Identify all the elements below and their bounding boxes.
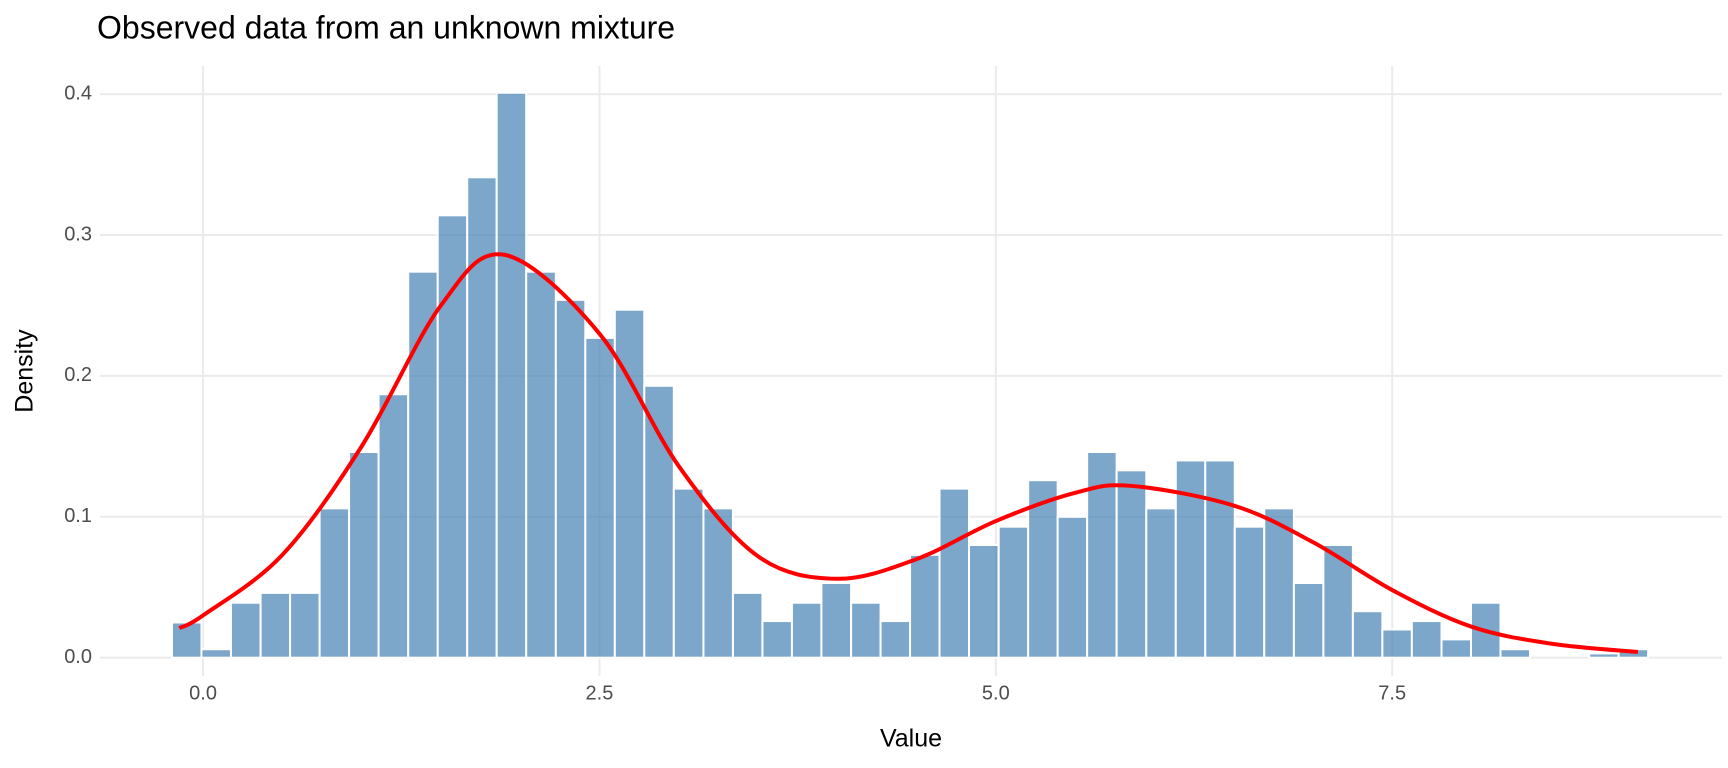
bar	[938, 487, 971, 659]
bar	[968, 543, 1000, 659]
bar	[1145, 507, 1177, 659]
bar	[1351, 610, 1384, 659]
y-tick-label: 0.1	[64, 505, 92, 527]
bar	[1086, 451, 1118, 659]
bar	[554, 298, 587, 659]
bar	[1204, 459, 1236, 659]
bar	[1499, 648, 1531, 659]
density-curve	[178, 252, 1639, 655]
bar	[850, 601, 882, 659]
bar	[1410, 620, 1443, 659]
bar	[200, 648, 232, 659]
bar	[1292, 582, 1325, 659]
y-axis-title: Density	[11, 329, 39, 413]
x-axis-title: Value	[880, 725, 942, 753]
y-tick-label: 0.2	[64, 364, 92, 386]
bar	[643, 384, 675, 659]
bar	[436, 214, 469, 659]
bar	[820, 582, 853, 659]
bar	[170, 621, 203, 659]
bar	[1440, 638, 1473, 659]
y-tick-label: 0.0	[64, 646, 92, 668]
bar	[790, 601, 823, 659]
chart-title: Observed data from an unknown mixture	[97, 9, 675, 45]
bar	[289, 591, 321, 659]
bar	[672, 487, 705, 659]
bar	[377, 393, 410, 659]
bar	[1174, 459, 1207, 659]
bar	[259, 591, 292, 659]
bar	[909, 553, 941, 659]
y-tick-label: 0.3	[64, 223, 92, 245]
bar	[495, 91, 528, 659]
bar	[761, 620, 793, 659]
bar	[1381, 628, 1413, 659]
bar	[1588, 652, 1620, 659]
x-tick-label: 2.5	[586, 682, 614, 704]
bar	[1027, 479, 1059, 659]
bar	[348, 451, 380, 659]
bar	[1233, 525, 1266, 659]
bar	[1263, 507, 1295, 659]
bar	[525, 270, 557, 659]
bar	[702, 507, 734, 659]
bar	[584, 336, 616, 659]
bar	[318, 507, 351, 659]
bar	[407, 270, 439, 659]
bar	[466, 176, 498, 659]
bar	[1056, 515, 1089, 659]
y-tick-label: 0.4	[64, 82, 92, 104]
bar	[1115, 469, 1148, 659]
x-tick-label: 7.5	[1378, 682, 1406, 704]
bar	[997, 525, 1030, 659]
bar	[229, 601, 262, 659]
bar	[879, 620, 912, 659]
x-tick-label: 5.0	[982, 682, 1010, 704]
x-tick-label: 0.0	[189, 682, 217, 704]
bar	[731, 591, 764, 659]
